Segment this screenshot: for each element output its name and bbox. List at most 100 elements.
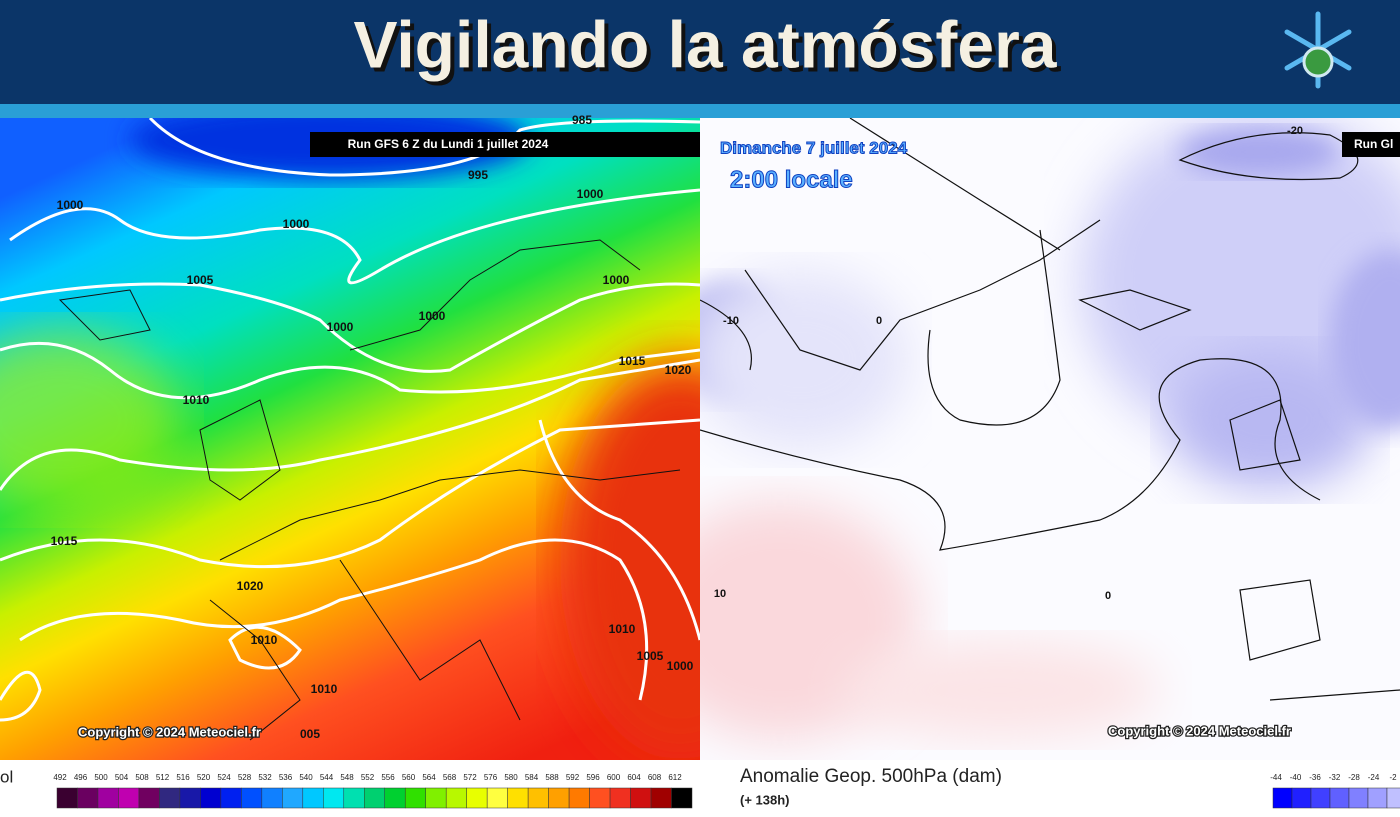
time-label: 2:00 locale <box>730 166 853 193</box>
color-swatch <box>56 787 78 809</box>
legend-tick: -28 <box>1348 773 1360 782</box>
color-swatch <box>1329 787 1350 809</box>
color-swatch <box>589 787 611 809</box>
color-swatch <box>650 787 672 809</box>
legend-tick: 568 <box>443 773 457 782</box>
legend-tick: 528 <box>238 773 252 782</box>
color-swatch <box>77 787 99 809</box>
color-swatch <box>323 787 345 809</box>
color-swatch <box>466 787 488 809</box>
legend-tick: -24 <box>1368 773 1380 782</box>
color-swatch <box>1386 787 1400 809</box>
header-strip <box>0 104 1400 118</box>
isobar-label: 1010 <box>183 393 210 407</box>
date-label: Dimanche 7 juillet 2024 <box>720 138 908 157</box>
legend-tick: 604 <box>627 773 641 782</box>
isobar-label: 1020 <box>665 363 692 377</box>
legend-tick: 556 <box>381 773 395 782</box>
legend-tick: 524 <box>217 773 231 782</box>
legend-tick: 508 <box>135 773 149 782</box>
color-swatch <box>609 787 631 809</box>
color-swatch <box>1367 787 1388 809</box>
color-swatch <box>425 787 447 809</box>
legend-tick: 588 <box>545 773 559 782</box>
color-swatch <box>118 787 140 809</box>
isobar-label: 1000 <box>603 273 630 287</box>
run-label: Run GFS 6 Z du Lundi 1 juillet 2024 <box>348 137 549 151</box>
color-swatch <box>671 787 693 809</box>
legend-tick: 592 <box>566 773 580 782</box>
isobar-label: 1000 <box>577 187 604 201</box>
isobar-label: 1000 <box>57 198 84 212</box>
isobar-label: 1005 <box>187 273 214 287</box>
isobar-label: 1000 <box>283 217 310 231</box>
contour-label: 0 <box>876 315 882 327</box>
legend-tick: 600 <box>607 773 621 782</box>
isobar-label: 1000 <box>419 309 446 323</box>
logo-icon <box>1284 11 1352 89</box>
isobar-label: 1015 <box>51 534 78 548</box>
legend-tick: 520 <box>197 773 211 782</box>
legend-tick: -36 <box>1309 773 1321 782</box>
isobar-label: 1020 <box>237 579 264 593</box>
copyright: Copyright © 2024 Meteociel.fr <box>1108 723 1291 738</box>
color-swatch <box>97 787 119 809</box>
run-label: Run Gl <box>1354 137 1393 151</box>
legend-tick: 500 <box>94 773 108 782</box>
pressure-map <box>0 118 700 760</box>
contour-label: 0 <box>1105 590 1111 602</box>
color-swatch <box>630 787 652 809</box>
color-swatch <box>138 787 160 809</box>
legend-tick: 548 <box>340 773 354 782</box>
color-swatch <box>1348 787 1369 809</box>
color-swatch <box>486 787 508 809</box>
legend-tick: 596 <box>586 773 600 782</box>
color-swatch <box>1272 787 1293 809</box>
color-swatch <box>445 787 467 809</box>
legend-tick: 492 <box>53 773 67 782</box>
isobar-label: 005 <box>300 727 320 741</box>
isobar-label: 1005 <box>637 649 664 663</box>
legend-tick: 496 <box>74 773 88 782</box>
isobar-label: 1000 <box>667 659 694 673</box>
color-swatch <box>1310 787 1331 809</box>
isobar-label: 995 <box>468 168 488 182</box>
legend-tick: 612 <box>668 773 682 782</box>
color-swatch <box>527 787 549 809</box>
color-swatch <box>404 787 426 809</box>
legend-title-fragment: ol <box>0 767 13 786</box>
legend-tick: -32 <box>1329 773 1341 782</box>
isobar-label: 985 <box>572 113 592 127</box>
legend-tick: 512 <box>156 773 170 782</box>
legend-tick: 576 <box>484 773 498 782</box>
header-title: Vigilando la atmósfera <box>354 7 1058 81</box>
isobar-label: 1015 <box>619 354 646 368</box>
color-swatch <box>343 787 365 809</box>
color-swatch <box>241 787 263 809</box>
contour-label: -20 <box>1287 125 1303 137</box>
legend-tick: 584 <box>525 773 539 782</box>
legend-tick: 608 <box>648 773 662 782</box>
legend-tick: -2 <box>1389 773 1397 782</box>
lead-time: (+ 138h) <box>740 792 790 807</box>
color-swatch <box>179 787 201 809</box>
legend-tick: 572 <box>463 773 477 782</box>
isobar-label: 1010 <box>609 622 636 636</box>
color-swatch <box>282 787 304 809</box>
legend-title: Anomalie Geop. 500hPa (dam) <box>740 766 1002 787</box>
color-swatch <box>568 787 590 809</box>
legend-tick: 580 <box>504 773 518 782</box>
legend-tick: -44 <box>1270 773 1282 782</box>
contour-label: 10 <box>714 588 726 600</box>
color-swatch <box>159 787 181 809</box>
color-swatch <box>302 787 324 809</box>
color-swatch <box>220 787 242 809</box>
legend-tick: 564 <box>422 773 436 782</box>
color-swatch <box>507 787 529 809</box>
copyright: Copyright © 2024 Meteociel.fr <box>78 724 261 739</box>
color-swatch <box>548 787 570 809</box>
legend-tick: 536 <box>279 773 293 782</box>
legend-tick: 544 <box>320 773 334 782</box>
